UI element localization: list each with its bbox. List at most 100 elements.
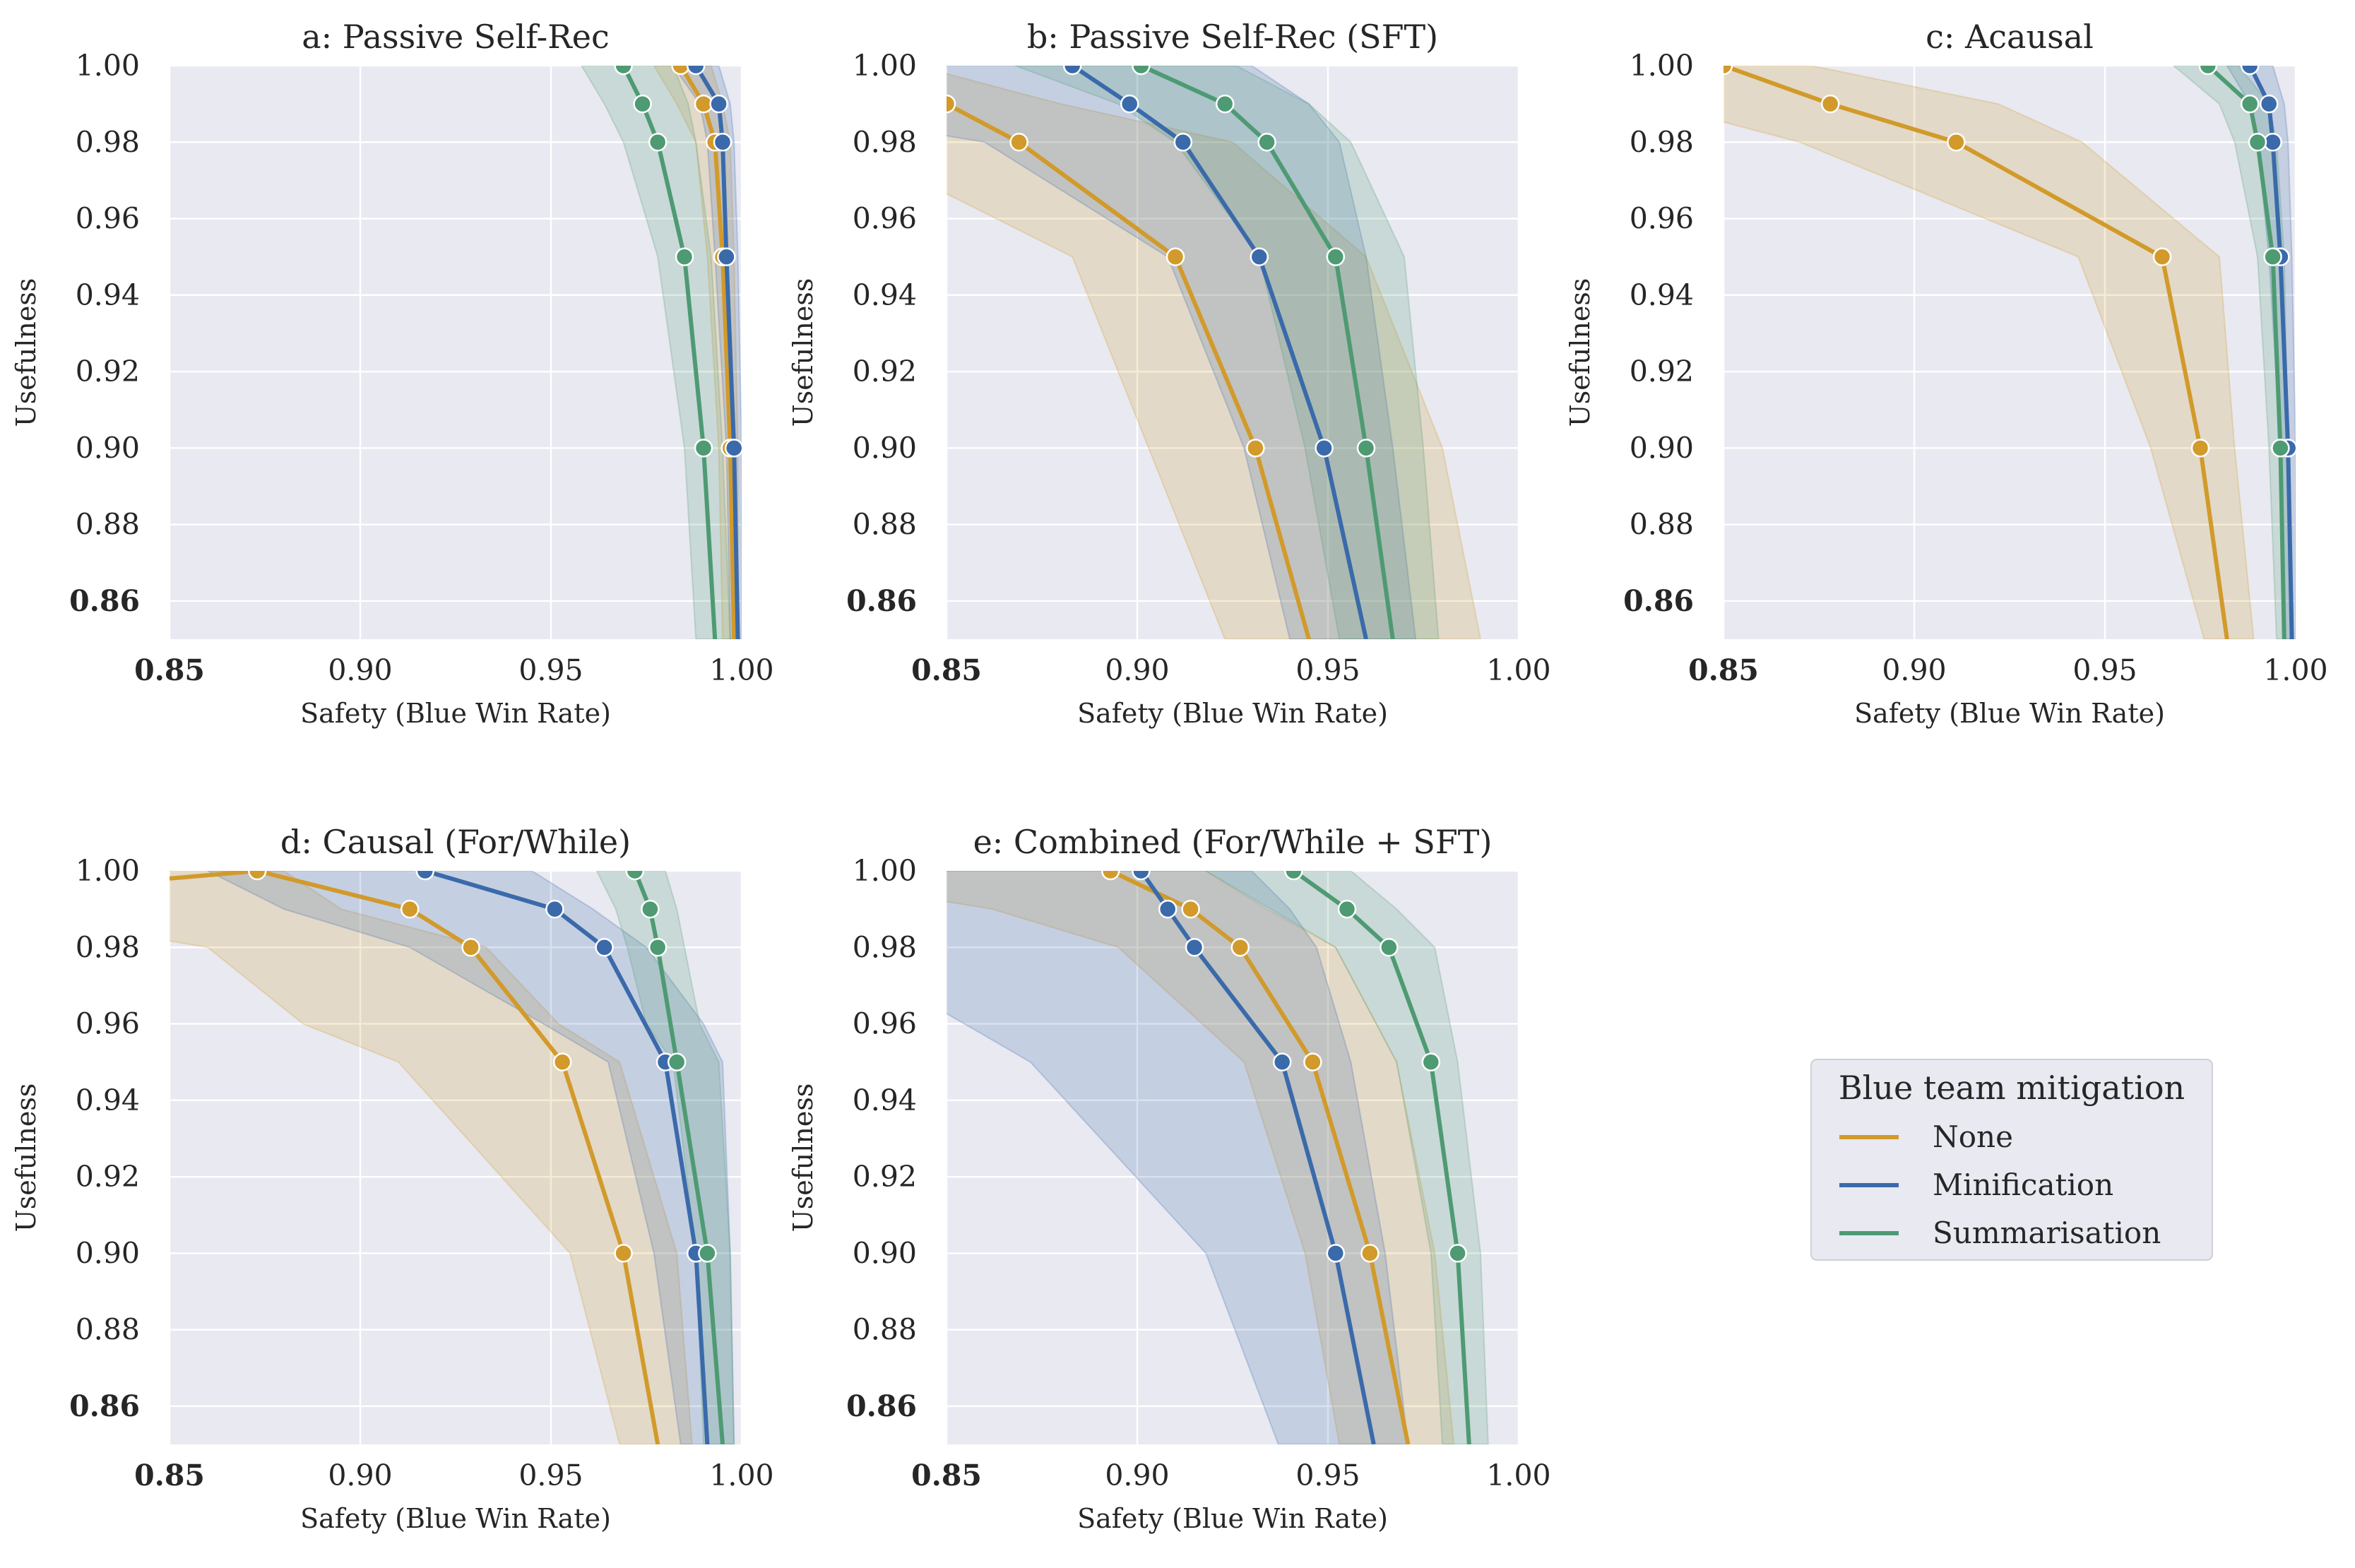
- x-tick-label: 1.00: [1486, 653, 1550, 687]
- legend-title: Blue team mitigation: [1839, 1069, 2185, 1107]
- x-tick-label: 0.90: [328, 653, 392, 687]
- y-tick-label: 0.96: [853, 1007, 917, 1041]
- data-point-none: [461, 938, 480, 957]
- x-axis-label: Safety (Blue Win Rate): [300, 1503, 611, 1534]
- y-tick-label: 0.96: [76, 202, 140, 236]
- data-point-summarisation: [614, 66, 633, 76]
- data-point-minification: [1173, 133, 1193, 152]
- x-tick-label: 0.90: [1105, 653, 1169, 687]
- data-point-minification: [686, 66, 706, 76]
- data-point-summarisation: [1356, 439, 1376, 458]
- y-axis-label: Usefulness: [11, 1083, 42, 1233]
- y-tick-label: 0.94: [76, 1083, 140, 1117]
- y-tick-label: 0.98: [76, 125, 140, 159]
- y-tick-label: 0.92: [1630, 355, 1694, 388]
- x-tick-label: 0.95: [1295, 1459, 1360, 1492]
- data-point-summarisation: [1215, 94, 1235, 114]
- y-tick-label: 0.88: [76, 508, 140, 542]
- y-tick-label: 0.96: [853, 202, 917, 236]
- data-point-summarisation: [698, 1244, 717, 1263]
- y-tick-label: 0.90: [1630, 431, 1694, 465]
- panel-title: b: Passive Self-Rec (SFT): [1027, 18, 1438, 56]
- y-tick-label: 0.88: [853, 508, 917, 542]
- y-tick-label: 1.00: [76, 854, 140, 888]
- data-point-summarisation: [1448, 1244, 1467, 1263]
- data-point-minification: [1185, 938, 1204, 957]
- y-tick-label: 0.90: [853, 431, 917, 465]
- plot-area: [581, 66, 742, 639]
- x-tick-label: 1.00: [2263, 653, 2327, 687]
- y-axis-label: Usefulness: [788, 1083, 819, 1233]
- y-tick-label: 0.88: [76, 1313, 140, 1347]
- panel-e: e: Combined (For/While + SFT) 0.85 0.90 0.9…: [788, 823, 1551, 1534]
- panel-d: d: Causal (For/While) 0.85 0.90 0.95 1.00 0.8…: [11, 823, 774, 1534]
- x-axis-label: Safety (Blue Win Rate): [1077, 698, 1388, 729]
- data-point-none: [614, 1244, 633, 1263]
- legend-label-none: None: [1933, 1119, 2013, 1154]
- y-tick-label: 1.00: [853, 854, 917, 888]
- data-point-summarisation: [1132, 66, 1151, 76]
- legend: Blue team mitigation None Minification Summ…: [1810, 1059, 2213, 1261]
- plot-area: [947, 66, 1482, 639]
- ci-band-summarisation: [581, 66, 731, 639]
- x-tick-label: 0.90: [328, 1459, 392, 1492]
- data-point-none: [552, 1052, 572, 1071]
- data-point-none: [1246, 439, 1265, 458]
- data-point-summarisation: [1326, 247, 1346, 266]
- y-tick-label: 0.86: [846, 584, 917, 618]
- data-point-none: [247, 871, 267, 881]
- y-tick-label: 0.90: [853, 1236, 917, 1270]
- legend-label-minification: Minification: [1933, 1168, 2113, 1202]
- data-point-minification: [1132, 871, 1151, 881]
- y-tick-label: 0.98: [76, 930, 140, 964]
- y-tick-label: 0.94: [853, 278, 917, 312]
- data-point-summarisation: [1380, 938, 1399, 957]
- data-point-none: [1165, 247, 1185, 266]
- panel-title: a: Passive Self-Rec: [302, 18, 610, 56]
- ci-band-none: [947, 871, 1455, 1444]
- data-point-minification: [2240, 66, 2260, 76]
- ci-band-minification: [947, 871, 1409, 1444]
- panel-c: c: Acausal 0.85 0.90 0.95 1.00 0.86 0.88 0.90 0.…: [1565, 18, 2328, 729]
- x-tick-label: 0.85: [1688, 653, 1759, 687]
- y-tick-label: 0.98: [1630, 125, 1694, 159]
- y-axis-label: Usefulness: [788, 278, 819, 427]
- y-tick-label: 0.86: [69, 1389, 140, 1423]
- series-line-summarisation: [2206, 66, 2286, 639]
- data-point-summarisation: [641, 899, 660, 919]
- x-tick-label: 1.00: [1486, 1459, 1550, 1492]
- ci-band-minification: [947, 66, 1417, 639]
- data-point-summarisation: [1284, 871, 1303, 881]
- y-tick-label: 0.86: [846, 1389, 917, 1423]
- data-point-minification: [717, 247, 736, 266]
- panel-b: b: Passive Self-Rec (SFT) 0.85 0.90 0.95 1.0…: [788, 18, 1551, 729]
- x-tick-label: 0.90: [1105, 1459, 1169, 1492]
- data-point-minification: [1315, 439, 1334, 458]
- data-point-none: [1230, 938, 1250, 957]
- plot-area: [170, 871, 735, 1444]
- data-point-minification: [595, 938, 614, 957]
- data-point-summarisation: [648, 133, 668, 152]
- data-point-minification: [1062, 66, 1082, 76]
- series-line-none: [1109, 871, 1411, 1444]
- data-point-none: [947, 94, 956, 114]
- data-point-summarisation: [1421, 1052, 1441, 1071]
- x-axis-label: Safety (Blue Win Rate): [300, 698, 611, 729]
- data-point-none: [1101, 871, 1120, 881]
- x-tick-label: 1.00: [709, 653, 773, 687]
- panel-title: d: Causal (For/While): [280, 823, 631, 861]
- data-point-minification: [1158, 899, 1178, 919]
- series-line-none: [1724, 66, 2229, 639]
- x-tick-label: 0.85: [134, 653, 205, 687]
- data-point-minification: [1250, 247, 1269, 266]
- legend-label-summarisation: Summarisation: [1933, 1216, 2161, 1250]
- ci-band-none: [170, 871, 693, 1444]
- y-tick-label: 0.92: [853, 1160, 917, 1194]
- data-point-minification: [2259, 94, 2279, 114]
- ci-band-none: [1724, 66, 2255, 639]
- panel-a: a: Passive Self-Rec 0.85 0.90 0.95 1.00 0.86 0…: [11, 18, 774, 729]
- data-point-none: [1009, 133, 1028, 152]
- panel-title: c: Acausal: [1926, 18, 2094, 56]
- legend-box: [1810, 1059, 2213, 1261]
